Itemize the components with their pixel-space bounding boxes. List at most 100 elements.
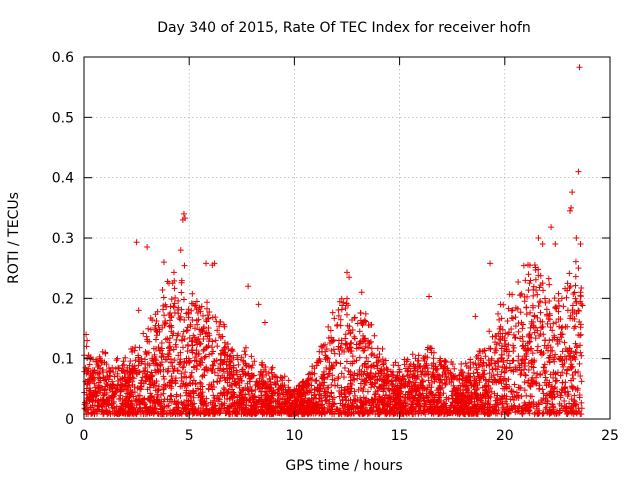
data-point bbox=[344, 341, 351, 348]
data-point bbox=[508, 325, 515, 332]
data-point bbox=[485, 392, 492, 399]
data-point bbox=[131, 383, 138, 390]
data-point bbox=[85, 368, 92, 375]
data-point bbox=[199, 312, 206, 319]
y-tick-label: 0.5 bbox=[52, 110, 74, 126]
data-point bbox=[349, 353, 356, 360]
data-point bbox=[164, 368, 171, 375]
data-point bbox=[553, 305, 560, 312]
data-point bbox=[506, 348, 513, 355]
data-point bbox=[304, 397, 311, 404]
data-point bbox=[368, 345, 375, 352]
data-point bbox=[576, 332, 583, 339]
data-point bbox=[457, 409, 464, 416]
data-point bbox=[238, 354, 245, 361]
data-point bbox=[126, 376, 133, 383]
data-point bbox=[205, 385, 212, 392]
data-point bbox=[130, 405, 137, 412]
data-point bbox=[510, 344, 517, 351]
data-point bbox=[552, 304, 559, 311]
data-point bbox=[356, 354, 363, 361]
data-point bbox=[363, 364, 370, 371]
data-point bbox=[363, 354, 370, 361]
data-point bbox=[482, 353, 489, 360]
data-point bbox=[179, 364, 186, 371]
data-point bbox=[349, 403, 356, 410]
data-point bbox=[520, 342, 527, 349]
data-point bbox=[143, 333, 150, 340]
data-point bbox=[122, 374, 129, 381]
data-point bbox=[342, 393, 349, 400]
data-point bbox=[443, 377, 450, 384]
data-point bbox=[486, 404, 493, 411]
data-point bbox=[187, 321, 194, 328]
data-point bbox=[197, 380, 204, 387]
data-point bbox=[139, 374, 146, 381]
data-point bbox=[170, 346, 177, 353]
data-point bbox=[497, 336, 504, 343]
data-point bbox=[234, 352, 241, 359]
data-point bbox=[380, 397, 387, 404]
data-point bbox=[534, 347, 541, 354]
data-point bbox=[508, 402, 515, 409]
data-point bbox=[214, 379, 221, 386]
data-point bbox=[526, 399, 533, 406]
data-point bbox=[328, 347, 335, 354]
data-point bbox=[569, 363, 576, 370]
data-point bbox=[405, 388, 412, 395]
data-point bbox=[178, 370, 185, 377]
data-point bbox=[124, 371, 131, 378]
data-point bbox=[465, 399, 472, 406]
grid-lines bbox=[84, 57, 610, 419]
data-point bbox=[261, 319, 268, 326]
data-point bbox=[384, 409, 391, 416]
data-point bbox=[110, 369, 117, 376]
data-point bbox=[210, 392, 217, 399]
data-point bbox=[522, 371, 529, 378]
data-point bbox=[491, 379, 498, 386]
data-point bbox=[338, 340, 345, 347]
data-point bbox=[517, 292, 524, 299]
data-point bbox=[527, 324, 534, 331]
data-point bbox=[572, 323, 579, 330]
data-point bbox=[130, 411, 137, 418]
data-point bbox=[505, 331, 512, 338]
data-point bbox=[546, 281, 553, 288]
data-point bbox=[242, 351, 249, 358]
data-point bbox=[100, 374, 107, 381]
data-point bbox=[555, 290, 562, 297]
data-point bbox=[177, 392, 184, 399]
data-point bbox=[310, 410, 317, 417]
data-point bbox=[127, 389, 134, 396]
data-point bbox=[354, 396, 361, 403]
data-point bbox=[261, 366, 268, 373]
data-point bbox=[102, 349, 109, 356]
data-point bbox=[150, 345, 157, 352]
data-point bbox=[362, 318, 369, 325]
data-point bbox=[320, 382, 327, 389]
data-point bbox=[501, 335, 508, 342]
data-point bbox=[351, 370, 358, 377]
data-point bbox=[172, 400, 179, 407]
data-point bbox=[549, 327, 556, 334]
data-point bbox=[157, 411, 164, 418]
data-point bbox=[576, 391, 583, 398]
data-point bbox=[541, 295, 548, 302]
data-point bbox=[199, 383, 206, 390]
data-point bbox=[400, 406, 407, 413]
data-point bbox=[423, 392, 430, 399]
data-point bbox=[370, 397, 377, 404]
data-point bbox=[106, 372, 113, 379]
data-point bbox=[252, 386, 259, 393]
data-point bbox=[183, 392, 190, 399]
data-point bbox=[157, 398, 164, 405]
data-point bbox=[405, 394, 412, 401]
data-point bbox=[273, 381, 280, 388]
data-point bbox=[341, 348, 348, 355]
data-point bbox=[376, 351, 383, 358]
data-point bbox=[259, 410, 266, 417]
x-tick-label: 25 bbox=[601, 428, 619, 444]
data-point bbox=[540, 287, 547, 294]
data-point bbox=[132, 410, 139, 417]
data-point bbox=[358, 289, 365, 296]
